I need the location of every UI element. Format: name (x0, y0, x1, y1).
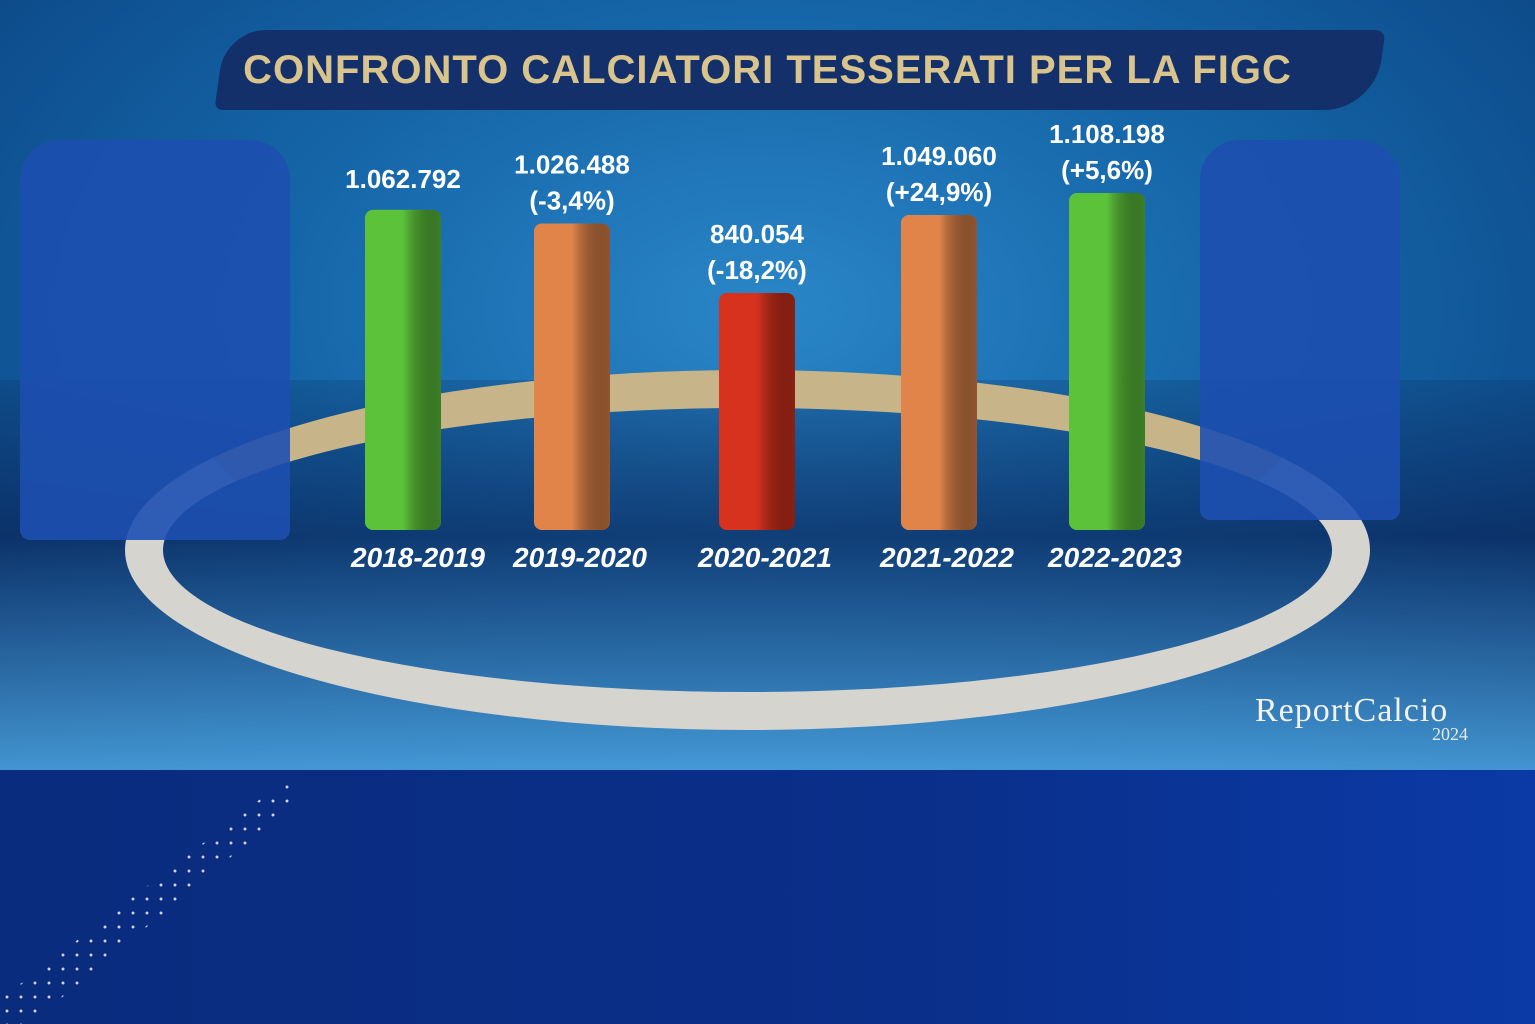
change-label: (+5,6%) (1061, 155, 1153, 185)
bar-shading (719, 293, 795, 530)
players-group-image (20, 140, 290, 540)
reportcalcio-logo: ReportCalcio (1255, 692, 1449, 729)
category-label: 2020-2021 (697, 542, 832, 573)
chart-title: CONFRONTO CALCIATORI TESSERATI PER LA FI… (243, 48, 1292, 92)
value-label: 1.026.488 (514, 149, 630, 179)
bar-shading (365, 209, 441, 530)
value-label: 1.062.792 (345, 164, 461, 194)
infographic-background: CONFRONTO CALCIATORI TESSERATI PER LA FI… (0, 0, 1535, 770)
category-label: 2021-2022 (879, 542, 1014, 573)
value-label: 1.108.198 (1049, 119, 1165, 149)
bar-chart: 1.062.792 2018-2019 1.026.488 (-3,4%) 2019-2… (345, 119, 1182, 573)
logo-year: 2024 (1432, 724, 1468, 744)
value-label: 1.049.060 (881, 141, 997, 171)
change-label: (+24,9%) (886, 177, 992, 207)
player-image (1200, 140, 1400, 520)
category-label: 2018-2019 (350, 542, 485, 573)
change-label: (-3,4%) (529, 185, 614, 215)
change-label: (-18,2%) (707, 255, 807, 285)
category-label: 2019-2020 (512, 542, 647, 573)
bar-shading (1069, 192, 1145, 530)
bottom-panel (0, 770, 1535, 1024)
category-label: 2022-2023 (1047, 542, 1182, 573)
bar-shading (534, 223, 610, 530)
value-label: 840.054 (710, 219, 805, 249)
bar-shading (901, 215, 977, 530)
